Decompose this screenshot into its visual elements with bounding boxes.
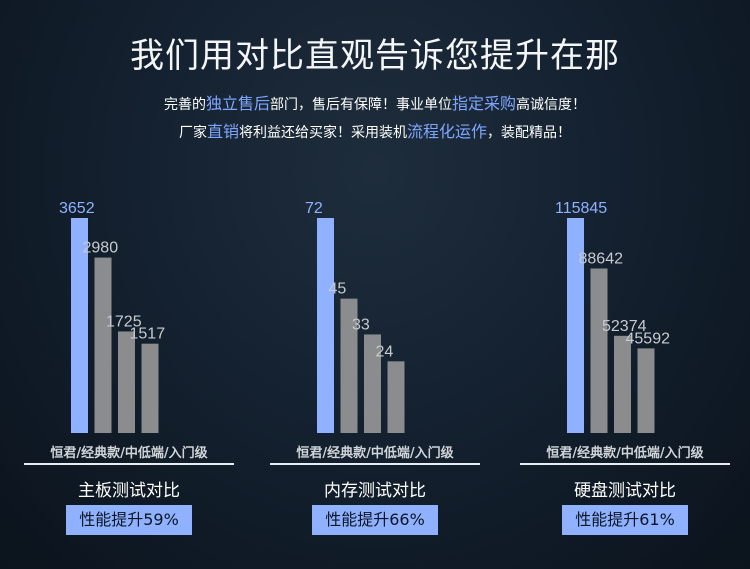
- value-label: 88642: [579, 250, 624, 267]
- bar-入门级: [637, 348, 655, 433]
- value-label: 1517: [130, 326, 166, 343]
- subtitle-text: ，装配精品！: [487, 125, 572, 141]
- value-label: 45: [329, 281, 347, 298]
- value-label: 115845: [555, 200, 607, 217]
- category-label: 恒君/经典款/中低端/入门级: [296, 446, 454, 461]
- underline: [24, 463, 234, 465]
- performance-badge: 性能提升61%: [562, 505, 688, 535]
- value-label: 45592: [626, 330, 671, 347]
- chart-title: 内存测试对比: [324, 481, 426, 501]
- value-label: 2980: [83, 240, 119, 257]
- bar-恒君: [567, 218, 584, 433]
- bar-中低端: [364, 334, 381, 433]
- chart-title: 主板测试对比: [78, 481, 180, 501]
- bar-入门级: [141, 343, 159, 433]
- performance-badge: 性能提升66%: [312, 505, 438, 535]
- bar-恒君: [317, 218, 334, 433]
- underline: [520, 463, 730, 465]
- chart-memory: 72 45 33 24 恒君/经典款/中低端/入门级 内存测试对比 性能提升66%: [270, 180, 480, 540]
- highlight-text: 直销: [206, 122, 239, 141]
- bar-入门级: [387, 361, 405, 433]
- value-label: 33: [352, 316, 370, 333]
- chart-motherboard: 3652 2980 1725 1517 恒君/经典款/中低端/入门级 主板测试对比 性…: [24, 180, 234, 540]
- highlight-text: 流程化运作: [407, 122, 488, 141]
- value-label: 3652: [59, 200, 95, 217]
- page-title: 我们用对比直观告诉您提升在那: [130, 36, 620, 76]
- value-label: 1725: [106, 313, 142, 330]
- performance-badge: 性能提升59%: [66, 505, 192, 535]
- subtitle-text: 高诚信度！: [516, 97, 587, 113]
- underline: [270, 463, 480, 465]
- bar-中低端: [614, 335, 631, 433]
- bar-恒君: [71, 218, 88, 433]
- bar-经典款: [94, 257, 112, 433]
- subtitle-text: 厂家: [178, 125, 207, 141]
- bar-经典款: [340, 298, 358, 433]
- chart-harddisk: 115845 88642 52374 45592 恒君/经典款/中低端/入门级 硬盘测…: [520, 180, 730, 540]
- highlight-text: 独立售后: [205, 94, 270, 113]
- highlight-text: 指定采购: [452, 94, 517, 113]
- bar-经典款: [590, 268, 608, 433]
- subtitle-text: 将利益还给买家！采用装机: [239, 125, 407, 141]
- value-label: 24: [376, 343, 394, 360]
- subtitle-line-2: 厂家直销将利益还给买家！采用装机流程化运作，装配精品！: [0, 118, 750, 142]
- chart-title: 硬盘测试对比: [574, 481, 676, 501]
- bar-中低端: [118, 331, 135, 433]
- value-label: 52374: [602, 318, 647, 335]
- category-label: 恒君/经典款/中低端/入门级: [546, 446, 704, 461]
- subtitle-text: 完善的: [163, 97, 206, 113]
- subtitle-text: 部门，售后有保障！事业单位: [270, 97, 452, 113]
- bar-chart-svg: 72 45 33 24: [305, 200, 405, 433]
- category-label: 恒君/经典款/中低端/入门级: [50, 446, 208, 461]
- value-label: 72: [305, 200, 323, 217]
- subtitle-line-1: 完善的独立售后部门，售后有保障！事业单位指定采购高诚信度！: [0, 90, 750, 114]
